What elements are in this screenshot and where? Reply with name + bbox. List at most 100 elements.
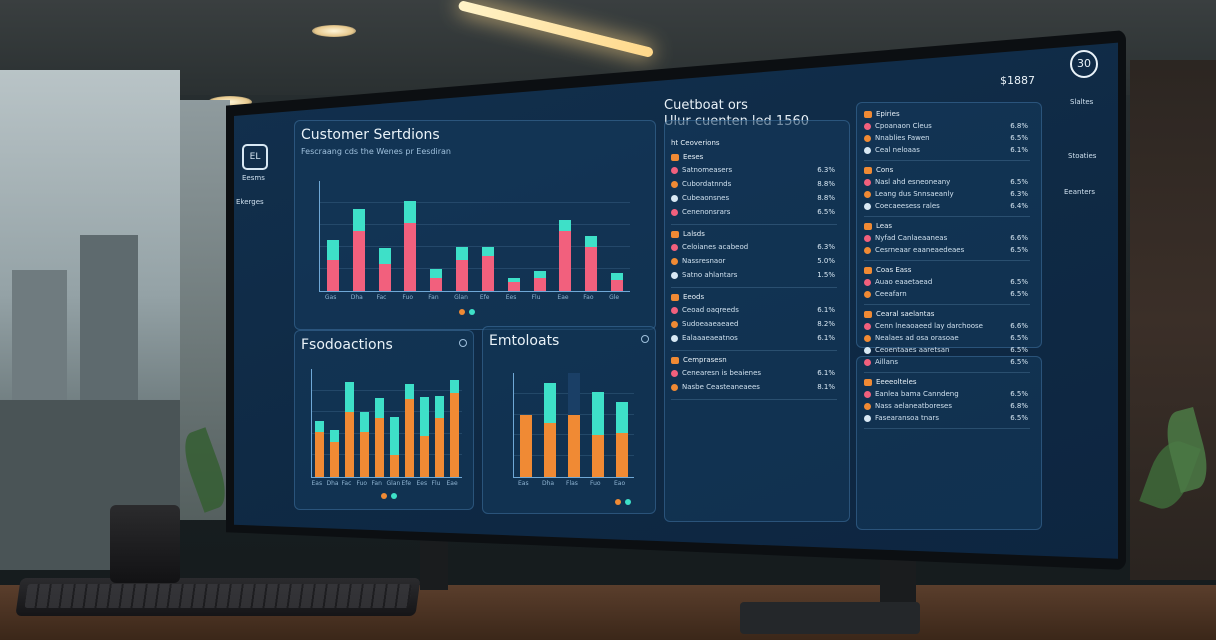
section-heading[interactable]: Cons [864, 166, 893, 174]
chart-bar[interactable] [533, 271, 546, 278]
list-item[interactable]: Cesrneaar eaaneaedeaes 6.5% [864, 246, 1028, 254]
list-item[interactable]: Cubeaonsnes 8.8% [671, 194, 835, 202]
chart-bar[interactable] [360, 412, 369, 432]
section-heading[interactable]: Cemprasesn [671, 356, 727, 364]
right-sidebar-item[interactable]: Stoaties [1068, 152, 1097, 160]
list-item[interactable]: Satno ahlantars 1.5% [671, 271, 835, 279]
chart-bar[interactable] [378, 263, 391, 291]
list-item[interactable]: Cenenonsrars 6.5% [671, 208, 835, 216]
chart-bar[interactable] [456, 247, 469, 261]
badge[interactable]: 30 [1070, 50, 1098, 78]
list-item[interactable]: Coecaeesess rales 6.4% [864, 202, 1028, 210]
list-item[interactable]: Nealaes ad osa orasoae 6.5% [864, 334, 1028, 342]
chart-bar[interactable] [352, 230, 365, 291]
section-heading[interactable]: Epiries [864, 110, 900, 118]
chart-bar[interactable] [404, 222, 417, 291]
chart-bar[interactable] [420, 397, 429, 436]
list-item[interactable]: Cenearesn is beaienes 6.1% [671, 369, 835, 377]
sidebar-item-label[interactable]: Eesms [242, 174, 265, 182]
settings-icon[interactable] [641, 335, 649, 343]
chart-bar[interactable] [585, 236, 598, 247]
chart-bar[interactable] [405, 384, 414, 400]
chart-bar[interactable] [507, 282, 520, 291]
chart-bar[interactable] [568, 414, 580, 477]
chart-bar[interactable] [520, 414, 532, 477]
right-sidebar-item[interactable]: Eeanters [1064, 188, 1096, 196]
chart-bar[interactable] [481, 247, 494, 256]
list-item[interactable]: Ceoentaaes aaretsan 6.5% [864, 346, 1028, 354]
chart-bar[interactable] [360, 431, 369, 477]
section-heading[interactable]: Lalsds [671, 230, 705, 238]
chart-bar[interactable] [559, 219, 572, 231]
list-item[interactable]: Ceeafarn 6.5% [864, 290, 1028, 298]
list-item[interactable]: Satnomeasers 6.3% [671, 166, 835, 174]
chart-bar[interactable] [456, 260, 469, 291]
list-item[interactable]: Aillans 6.5% [864, 358, 1028, 366]
section-heading[interactable]: Eeses [671, 153, 703, 161]
chart-bar[interactable] [592, 391, 604, 436]
chart-bar[interactable] [616, 433, 628, 477]
chart-bar[interactable] [592, 435, 604, 477]
chart-bar[interactable] [544, 383, 556, 423]
chart-bar[interactable] [611, 280, 624, 291]
list-item[interactable]: Sudoeaaeaeaed 8.2% [671, 320, 835, 328]
list-item[interactable]: Nyfad Canlaeaaneas 6.6% [864, 234, 1028, 242]
list-item[interactable]: Nnablies Fawen 6.5% [864, 134, 1028, 142]
right-sidebar-item[interactable]: Slaltes [1070, 98, 1094, 106]
keyboard[interactable] [15, 578, 421, 616]
chart-bar[interactable] [352, 208, 365, 231]
list-item[interactable]: Ealaaaeaeatnos 6.1% [671, 334, 835, 342]
chart-bar[interactable] [507, 277, 520, 283]
list-item[interactable]: Cubordatnnds 8.8% [671, 180, 835, 188]
chart-bar[interactable] [585, 247, 598, 291]
list-item[interactable]: Leang dus Snnsaeanly 6.3% [864, 190, 1028, 198]
list-item[interactable]: Cenn lneaoaeed lay darchoose 6.6% [864, 322, 1028, 330]
chart-bar[interactable] [616, 402, 628, 434]
chart-bar[interactable] [420, 435, 429, 477]
chart-bar[interactable] [330, 429, 339, 443]
list-item[interactable]: Ceal neloaas 6.1% [864, 146, 1028, 154]
chart-bar[interactable] [430, 277, 443, 291]
chart-bar[interactable] [375, 398, 384, 418]
settings-icon[interactable] [459, 339, 467, 347]
chart-bar[interactable] [435, 417, 444, 477]
logo-icon[interactable]: EL [242, 144, 268, 170]
list-item[interactable]: Nasbe Ceasteaneaees 8.1% [671, 383, 835, 391]
chart-bar[interactable] [481, 255, 494, 291]
section-heading[interactable]: Eeods [671, 293, 704, 301]
chart-bar[interactable] [404, 200, 417, 223]
chart-bar[interactable] [559, 230, 572, 291]
chart-bar[interactable] [533, 277, 546, 291]
list-item[interactable]: Nass aelaneatboreses 6.8% [864, 402, 1028, 410]
chart-bar[interactable] [330, 442, 339, 477]
list-item[interactable]: Celoianes acabeod 6.3% [671, 243, 835, 251]
list-item[interactable]: Nasl ahd esneoneany 6.5% [864, 178, 1028, 186]
list-item[interactable]: Auao eaaetaead 6.5% [864, 278, 1028, 286]
list-item[interactable]: Eanlea bama Canndeng 6.5% [864, 390, 1028, 398]
chart-bar[interactable] [375, 417, 384, 477]
chart-bar[interactable] [315, 420, 324, 432]
list-item[interactable]: Ceoad oaqreeds 6.1% [671, 306, 835, 314]
chart-bar[interactable] [450, 379, 459, 393]
chart-bar[interactable] [345, 381, 354, 413]
section-heading[interactable]: Coas Eass [864, 266, 911, 274]
chart-bar[interactable] [326, 240, 339, 261]
chart-bar[interactable] [450, 392, 459, 477]
chart-bar[interactable] [568, 373, 580, 415]
section-heading[interactable]: Leas [864, 222, 892, 230]
chart-bar[interactable] [430, 269, 443, 278]
chart-bar[interactable] [611, 273, 624, 280]
chart-bar[interactable] [390, 416, 399, 456]
chart-bar[interactable] [326, 260, 339, 291]
chart-bar[interactable] [544, 422, 556, 477]
list-item[interactable]: Nassresnaor 5.0% [671, 257, 835, 265]
chart-bar[interactable] [345, 412, 354, 477]
sidebar-item-label[interactable]: Ekerges [236, 198, 264, 206]
chart-bar[interactable] [405, 399, 414, 477]
chart-bar[interactable] [315, 431, 324, 477]
section-heading[interactable]: Cearal saelantas [864, 310, 934, 318]
list-item[interactable]: Cpoanaon Cleus 6.8% [864, 122, 1028, 130]
chart-bar[interactable] [390, 455, 399, 477]
chart-bar[interactable] [435, 396, 444, 418]
chart-bar[interactable] [378, 248, 391, 264]
